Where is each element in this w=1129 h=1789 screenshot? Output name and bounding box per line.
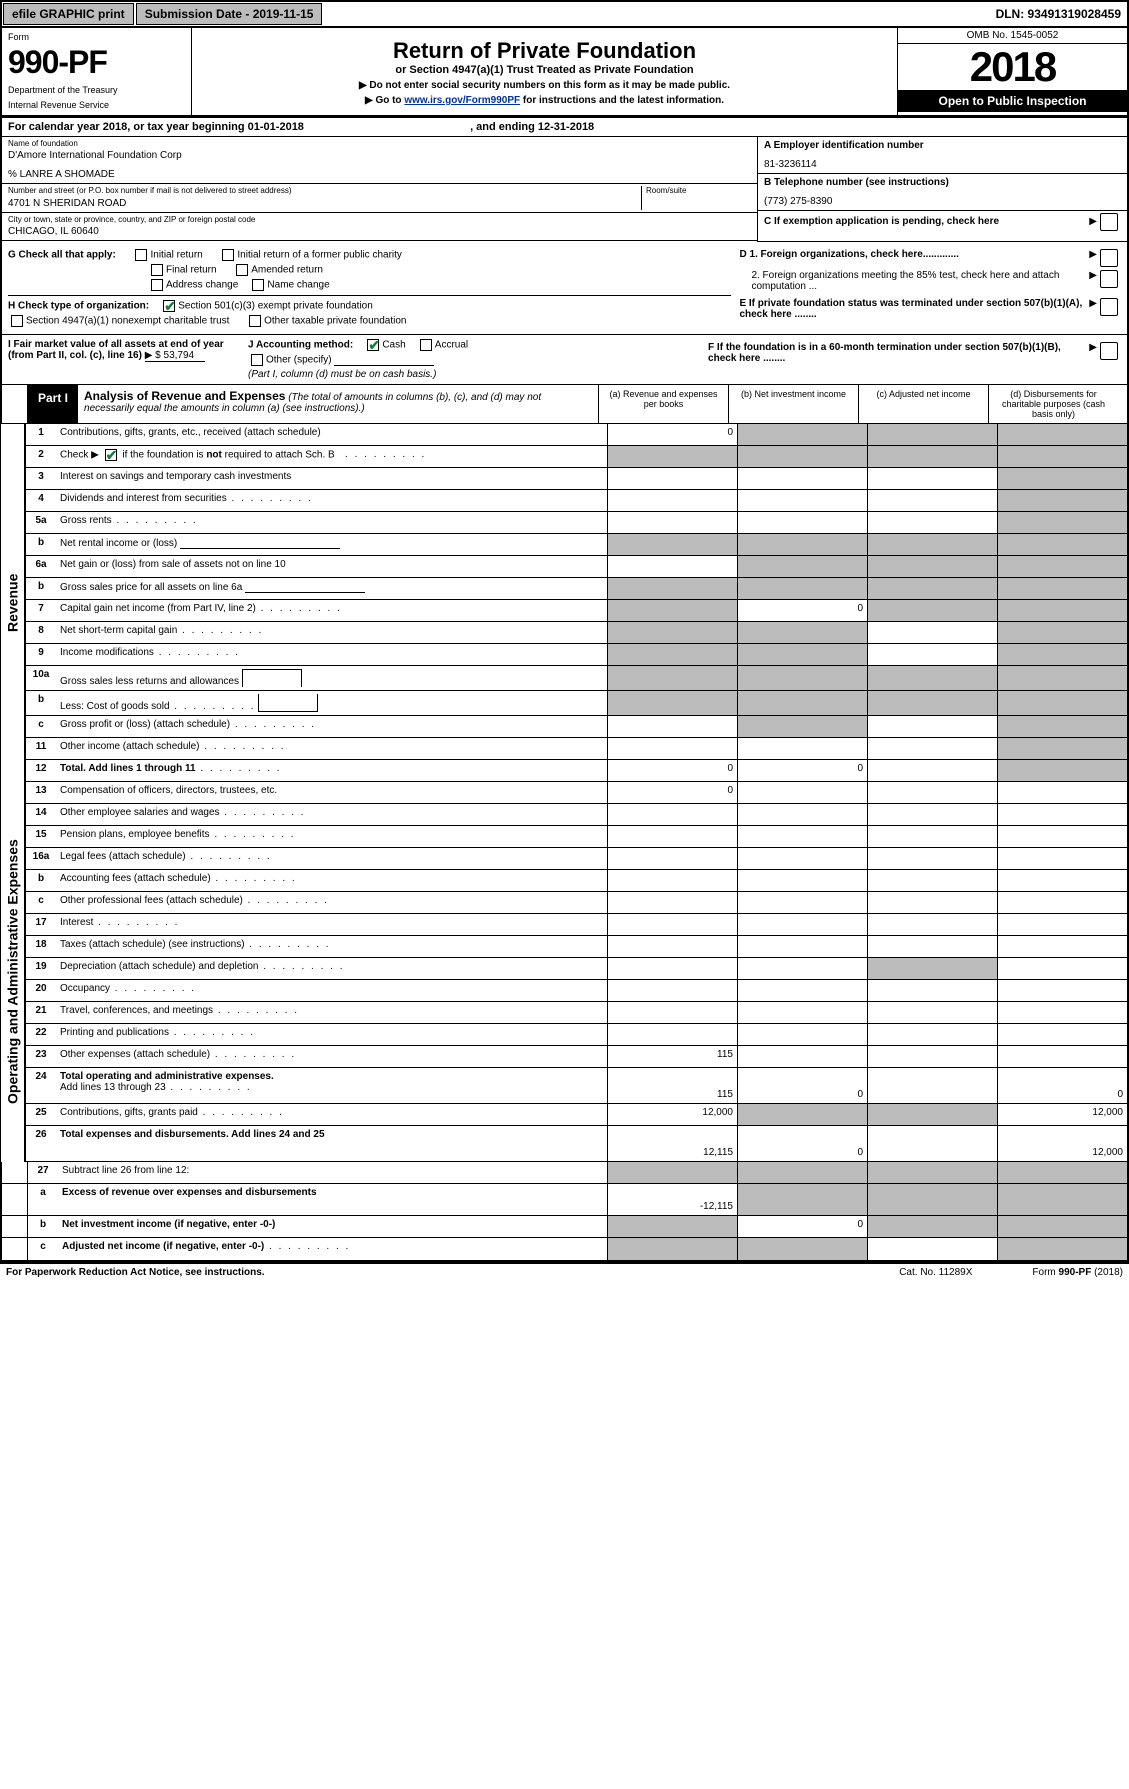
- h-501c3-checkbox[interactable]: [163, 300, 175, 312]
- e-checkbox[interactable]: [1100, 298, 1118, 316]
- open-to-public: Open to Public Inspection: [898, 90, 1127, 112]
- foundation-name: D'Amore International Foundation Corp: [8, 149, 751, 162]
- city: CHICAGO, IL 60640: [8, 225, 751, 238]
- expenses-sidebar: Operating and Administrative Expenses: [0, 782, 26, 1162]
- address: 4701 N SHERIDAN ROAD: [8, 197, 641, 210]
- tax-year: 2018: [898, 44, 1127, 90]
- addr-label: Number and street (or P.O. box number if…: [8, 186, 641, 196]
- dept: Department of the Treasury: [8, 85, 185, 96]
- j-accrual-checkbox[interactable]: [420, 339, 432, 351]
- cat-no: Cat. No. 11289X: [899, 1267, 972, 1278]
- form-header: Form 990-PF Department of the Treasury I…: [0, 28, 1129, 118]
- col-c: (c) Adjusted net income: [858, 385, 988, 423]
- room-label: Room/suite: [646, 186, 751, 196]
- submission-date: Submission Date - 2019-11-15: [136, 3, 323, 25]
- note2: ▶ Go to www.irs.gov/Form990PF for instru…: [198, 95, 891, 106]
- form-subtitle: or Section 4947(a)(1) Trust Treated as P…: [198, 64, 891, 76]
- topbar: efile GRAPHIC print Submission Date - 20…: [0, 0, 1129, 28]
- city-label: City or town, state or province, country…: [8, 215, 751, 225]
- form-ref: Form 990-PF (2018): [1032, 1267, 1123, 1278]
- expenses-section: Operating and Administrative Expenses 13…: [0, 782, 1129, 1162]
- f-checkbox[interactable]: [1100, 342, 1118, 360]
- g-name-checkbox[interactable]: [252, 279, 264, 291]
- j-cash-checkbox[interactable]: [367, 339, 379, 351]
- phone-label: B Telephone number (see instructions): [764, 176, 1121, 189]
- g-final-checkbox[interactable]: [151, 264, 163, 276]
- g-label: G Check all that apply:: [8, 249, 116, 260]
- h-4947-checkbox[interactable]: [11, 315, 23, 327]
- efile-button[interactable]: efile GRAPHIC print: [3, 3, 134, 25]
- part1-tag: Part I: [28, 385, 78, 423]
- calendar-year: For calendar year 2018, or tax year begi…: [0, 118, 1129, 137]
- omb: OMB No. 1545-0052: [898, 28, 1127, 44]
- g-amended-checkbox[interactable]: [236, 264, 248, 276]
- revenue-section: Revenue 1Contributions, gifts, grants, e…: [0, 424, 1129, 782]
- col-a: (a) Revenue and expenses per books: [598, 385, 728, 423]
- r2-checkbox[interactable]: [105, 449, 117, 461]
- i-value: ▶ $ 53,794: [145, 350, 205, 362]
- col-d: (d) Disbursements for charitable purpose…: [988, 385, 1118, 423]
- g-address-checkbox[interactable]: [151, 279, 163, 291]
- note1: ▶ Do not enter social security numbers o…: [198, 80, 891, 91]
- g-initial-checkbox[interactable]: [135, 249, 147, 261]
- form-number: 990-PF: [8, 43, 185, 81]
- instructions-link[interactable]: www.irs.gov/Form990PF: [404, 95, 520, 106]
- g-initial-former-checkbox[interactable]: [222, 249, 234, 261]
- part1-title: Analysis of Revenue and Expenses: [84, 389, 285, 403]
- care-of: % LANRE A SHOMADE: [8, 168, 751, 181]
- name-label: Name of foundation: [8, 139, 751, 149]
- footer: For Paperwork Reduction Act Notice, see …: [0, 1263, 1129, 1281]
- form-label: Form: [8, 32, 185, 43]
- ein-label: A Employer identification number: [764, 139, 1121, 152]
- form-title: Return of Private Foundation: [198, 38, 891, 64]
- ein: 81-3236114: [764, 158, 1121, 171]
- h-label: H Check type of organization:: [8, 300, 149, 311]
- c-checkbox[interactable]: [1100, 213, 1118, 231]
- d1-checkbox[interactable]: [1100, 249, 1118, 267]
- d2-checkbox[interactable]: [1100, 270, 1118, 288]
- j-other-checkbox[interactable]: [251, 354, 263, 366]
- dln: DLN: 93491319028459: [990, 5, 1127, 23]
- j-note: (Part I, column (d) must be on cash basi…: [248, 369, 698, 380]
- section-i-j: I Fair market value of all assets at end…: [0, 335, 1129, 385]
- c-label: C If exemption application is pending, c…: [764, 215, 1089, 228]
- meta-block: Name of foundation D'Amore International…: [0, 137, 1129, 242]
- phone: (773) 275-8390: [764, 195, 1121, 208]
- j-label: J Accounting method:: [248, 339, 353, 350]
- paperwork-notice: For Paperwork Reduction Act Notice, see …: [6, 1267, 265, 1278]
- col-b: (b) Net investment income: [728, 385, 858, 423]
- h-other-checkbox[interactable]: [249, 315, 261, 327]
- revenue-sidebar: Revenue: [0, 424, 26, 782]
- irs: Internal Revenue Service: [8, 100, 185, 111]
- section-g-h: G Check all that apply: Initial return I…: [0, 242, 1129, 335]
